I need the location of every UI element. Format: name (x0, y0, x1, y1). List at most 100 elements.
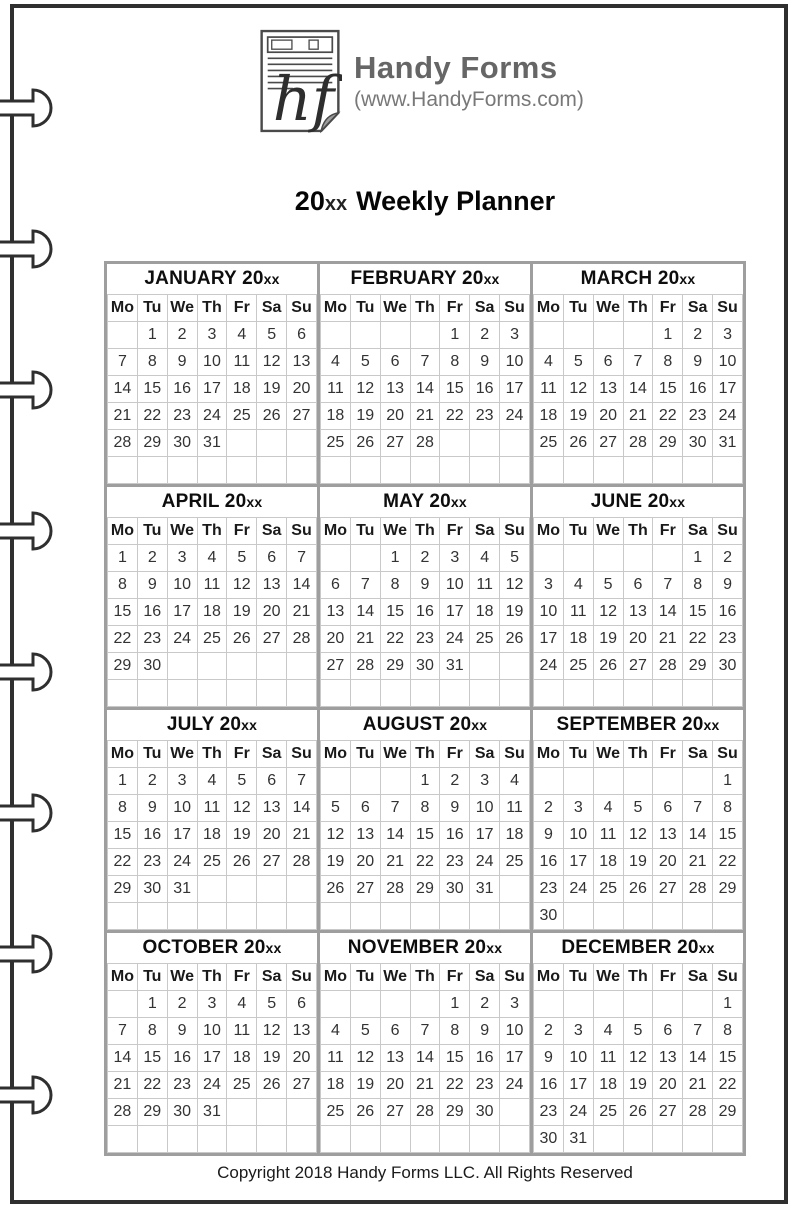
month-title: JULY 20xx (107, 710, 317, 741)
day-cell: 9 (533, 821, 564, 849)
day-cell: 1 (652, 321, 684, 349)
day-cell: 22 (682, 625, 714, 653)
day-cell (349, 990, 381, 1018)
month-calendar: JULY 20xx Mo Tu We Th Fr Sa Su 1 2 3 4 5 6 7 8 9 10 11 12… (107, 710, 317, 930)
day-cell (499, 875, 530, 903)
day-cell: 12 (256, 348, 288, 376)
day-cell (107, 679, 138, 707)
week-row: 25 26 27 28 29 30 31 (533, 429, 743, 457)
day-cell (439, 429, 471, 457)
weekday-header-row: Mo Tu We Th Fr Sa Su (533, 740, 743, 768)
day-cell (256, 456, 288, 484)
day-cell: 17 (499, 1044, 530, 1072)
day-cell: 1 (439, 990, 471, 1018)
day-cell: 26 (349, 429, 381, 457)
day-cell (286, 429, 317, 457)
day-cell (196, 1125, 228, 1153)
week-row (107, 456, 317, 484)
day-cell: 19 (226, 821, 258, 849)
day-cell: 19 (562, 402, 594, 430)
weekday-header: Tu (136, 294, 168, 322)
weekday-header: Sa (469, 740, 501, 768)
weekday-header: Th (196, 294, 228, 322)
day-cell: 12 (256, 1017, 288, 1045)
day-cell: 26 (256, 402, 288, 430)
day-cell (286, 1098, 317, 1126)
day-cell: 18 (499, 821, 530, 849)
week-row (320, 679, 530, 707)
day-cell: 2 (136, 767, 168, 795)
day-cell: 22 (379, 625, 411, 653)
day-cell: 2 (469, 321, 501, 349)
month-calendar: JANUARY 20xx Mo Tu We Th Fr Sa Su 1 2 3 4 5 6 7 8 9 10 1… (107, 264, 317, 484)
day-cell: 25 (196, 848, 228, 876)
day-cell (166, 652, 198, 680)
day-cell: 19 (349, 402, 381, 430)
day-cell: 14 (652, 598, 684, 626)
day-cell: 5 (256, 321, 288, 349)
weekday-header: Su (712, 517, 743, 545)
day-cell: 28 (107, 429, 138, 457)
week-row: 11 12 13 14 15 16 17 (320, 375, 530, 403)
day-cell (652, 902, 684, 930)
day-cell (107, 321, 138, 349)
day-cell: 28 (286, 625, 317, 653)
day-cell: 26 (226, 625, 258, 653)
day-cell: 16 (409, 598, 441, 626)
weekday-header: Tu (349, 294, 381, 322)
day-cell: 2 (439, 767, 471, 795)
day-cell: 16 (136, 821, 168, 849)
day-cell: 21 (379, 848, 411, 876)
day-cell: 2 (136, 544, 168, 572)
day-cell (592, 679, 624, 707)
title-text: Weekly Planner (356, 186, 556, 216)
weekday-header: Su (286, 517, 317, 545)
day-cell: 3 (712, 321, 743, 349)
day-cell: 5 (622, 794, 654, 822)
day-cell: 2 (166, 321, 198, 349)
day-cell: 26 (499, 625, 530, 653)
day-cell: 14 (409, 1044, 441, 1072)
day-cell: 26 (226, 848, 258, 876)
weekday-header: Tu (136, 740, 168, 768)
day-cell: 8 (652, 348, 684, 376)
day-cell: 18 (196, 821, 228, 849)
day-cell (652, 1125, 684, 1153)
month-title: FEBRUARY 20xx (320, 264, 530, 295)
week-row (107, 679, 317, 707)
day-cell: 29 (712, 875, 743, 903)
day-cell: 25 (499, 848, 530, 876)
day-cell: 7 (286, 767, 317, 795)
day-cell (533, 456, 564, 484)
day-cell (166, 679, 198, 707)
day-cell: 21 (107, 1071, 138, 1099)
day-cell: 10 (196, 348, 228, 376)
weekday-header: Fr (652, 740, 684, 768)
day-cell (499, 429, 530, 457)
weekday-header: Th (409, 740, 441, 768)
weekday-header: Fr (226, 294, 258, 322)
day-cell (379, 456, 411, 484)
day-cell: 29 (107, 652, 138, 680)
week-row: 29 30 31 (107, 875, 317, 903)
day-cell (592, 1125, 624, 1153)
day-cell: 13 (622, 598, 654, 626)
day-cell (226, 902, 258, 930)
weekday-header: Mo (320, 294, 351, 322)
weekday-header: Mo (320, 740, 351, 768)
day-cell: 3 (562, 1017, 594, 1045)
week-row: 9 10 11 12 13 14 15 (533, 821, 743, 849)
day-cell: 4 (469, 544, 501, 572)
day-cell (622, 679, 654, 707)
day-cell: 1 (439, 321, 471, 349)
day-cell: 15 (107, 598, 138, 626)
day-cell: 21 (409, 1071, 441, 1099)
week-row: 1 (533, 767, 743, 795)
day-cell: 13 (286, 1017, 317, 1045)
day-cell: 9 (533, 1044, 564, 1072)
day-cell: 24 (166, 848, 198, 876)
day-cell: 13 (256, 794, 288, 822)
day-cell (320, 1125, 351, 1153)
day-cell: 25 (533, 429, 564, 457)
weekday-header: Th (409, 294, 441, 322)
